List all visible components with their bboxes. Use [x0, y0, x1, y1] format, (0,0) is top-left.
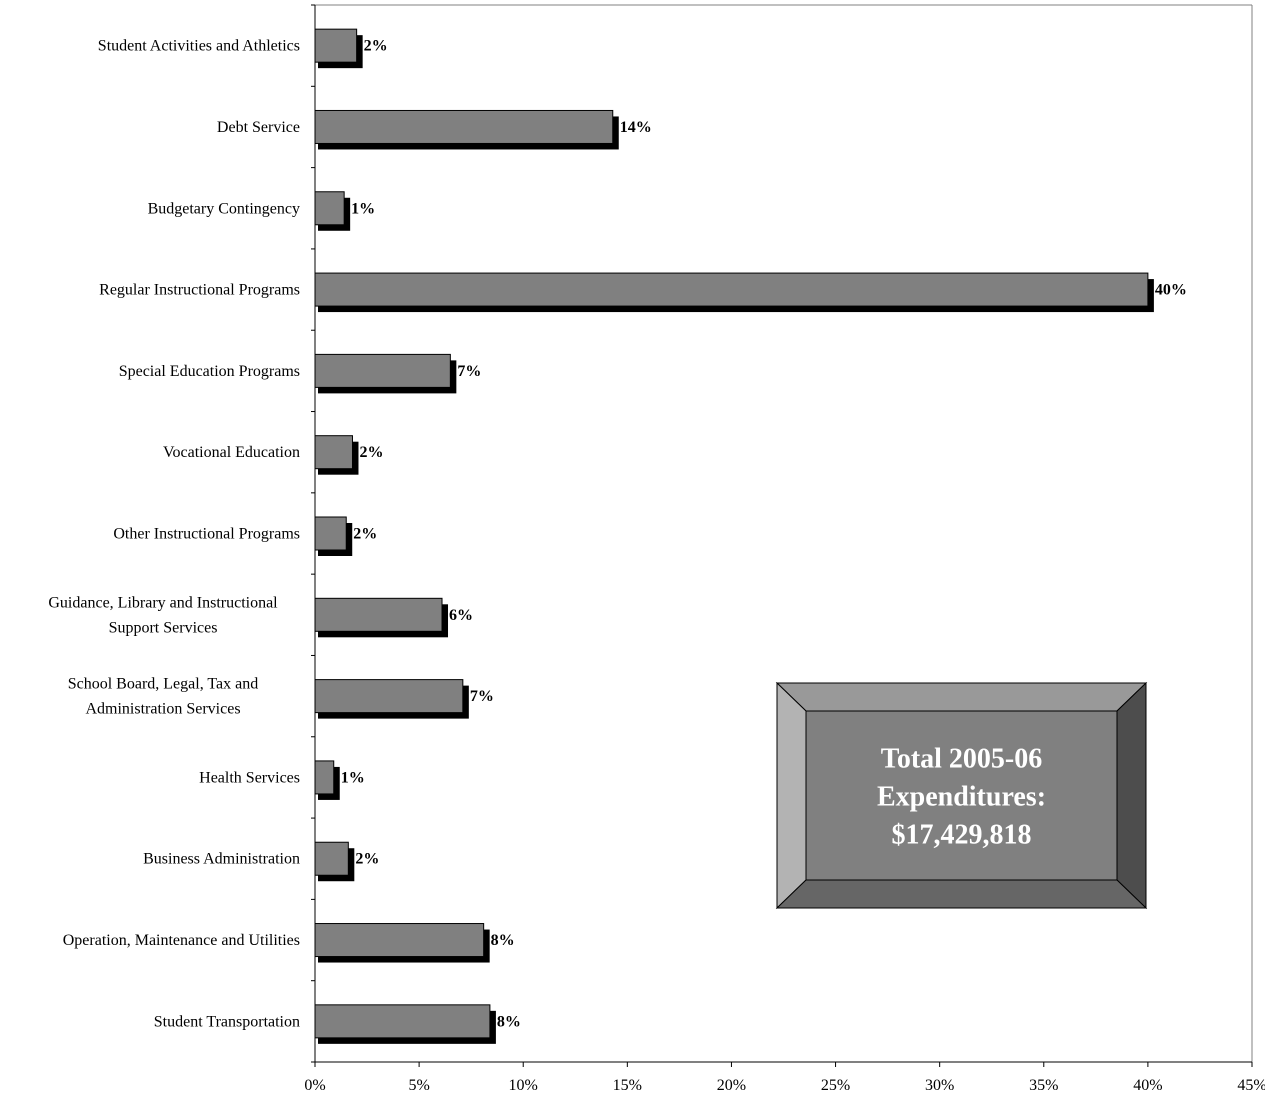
- data-label: 1%: [341, 769, 365, 786]
- category-label: Other Instructional Programs: [113, 526, 300, 543]
- bevel-bottom: [777, 880, 1146, 908]
- category-label: Operation, Maintenance and Utilities: [63, 932, 300, 949]
- data-label: 2%: [355, 851, 379, 868]
- x-tick-label: 10%: [509, 1077, 538, 1094]
- x-tick-label: 40%: [1133, 1077, 1162, 1094]
- category-label: Special Education Programs: [119, 363, 300, 380]
- category-label: Student Activities and Athletics: [98, 38, 300, 55]
- data-label: 1%: [351, 200, 375, 217]
- box-text-line: $17,429,818: [892, 820, 1032, 851]
- data-label: 7%: [470, 688, 494, 705]
- x-tick-label: 25%: [821, 1077, 850, 1094]
- bar: [315, 924, 484, 957]
- category-label: Debt Service: [217, 119, 300, 136]
- bar: [315, 517, 346, 550]
- x-tick-label: 5%: [408, 1077, 429, 1094]
- x-tick-label: 30%: [925, 1077, 954, 1094]
- x-tick-label: 35%: [1029, 1077, 1058, 1094]
- data-label: 14%: [620, 119, 652, 136]
- category-label: Support Services: [109, 619, 218, 636]
- x-tick-label: 20%: [717, 1077, 746, 1094]
- bar: [315, 273, 1148, 306]
- bevel-left: [777, 683, 806, 908]
- x-tick-label: 15%: [613, 1077, 642, 1094]
- category-label: Administration Services: [85, 701, 240, 718]
- bevel-right: [1117, 683, 1146, 908]
- category-label: Guidance, Library and Instructional: [48, 594, 278, 611]
- bar: [315, 354, 450, 387]
- data-label: 7%: [457, 363, 481, 380]
- bar: [315, 192, 344, 225]
- category-label: Vocational Education: [163, 444, 300, 461]
- data-label: 6%: [449, 607, 473, 624]
- data-label: 2%: [364, 38, 388, 55]
- data-label: 40%: [1155, 282, 1187, 299]
- bar: [315, 680, 463, 713]
- bar: [315, 842, 348, 875]
- data-label: 8%: [491, 932, 515, 949]
- box-text-line: Expenditures:: [877, 782, 1046, 813]
- category-label: Health Services: [199, 769, 300, 786]
- x-tick-label: 45%: [1237, 1077, 1265, 1094]
- data-label: 2%: [353, 526, 377, 543]
- bevel-top: [777, 683, 1146, 711]
- category-label: Student Transportation: [154, 1013, 300, 1030]
- bar: [315, 1005, 490, 1038]
- bar: [315, 761, 334, 794]
- bar: [315, 110, 613, 143]
- category-label: Budgetary Contingency: [148, 200, 300, 217]
- bar: [315, 598, 442, 631]
- data-label: 8%: [497, 1013, 521, 1030]
- category-label: Regular Instructional Programs: [99, 282, 300, 299]
- box-text-line: Total 2005-06: [881, 744, 1043, 775]
- category-label: School Board, Legal, Tax and: [68, 676, 259, 693]
- total-expenditures-box: Total 2005-06 Expenditures: $17,429,818: [777, 683, 1146, 908]
- category-label: Business Administration: [143, 851, 300, 868]
- x-tick-label: 0%: [304, 1077, 325, 1094]
- bar: [315, 29, 357, 62]
- data-label: 2%: [359, 444, 383, 461]
- bar: [315, 436, 352, 469]
